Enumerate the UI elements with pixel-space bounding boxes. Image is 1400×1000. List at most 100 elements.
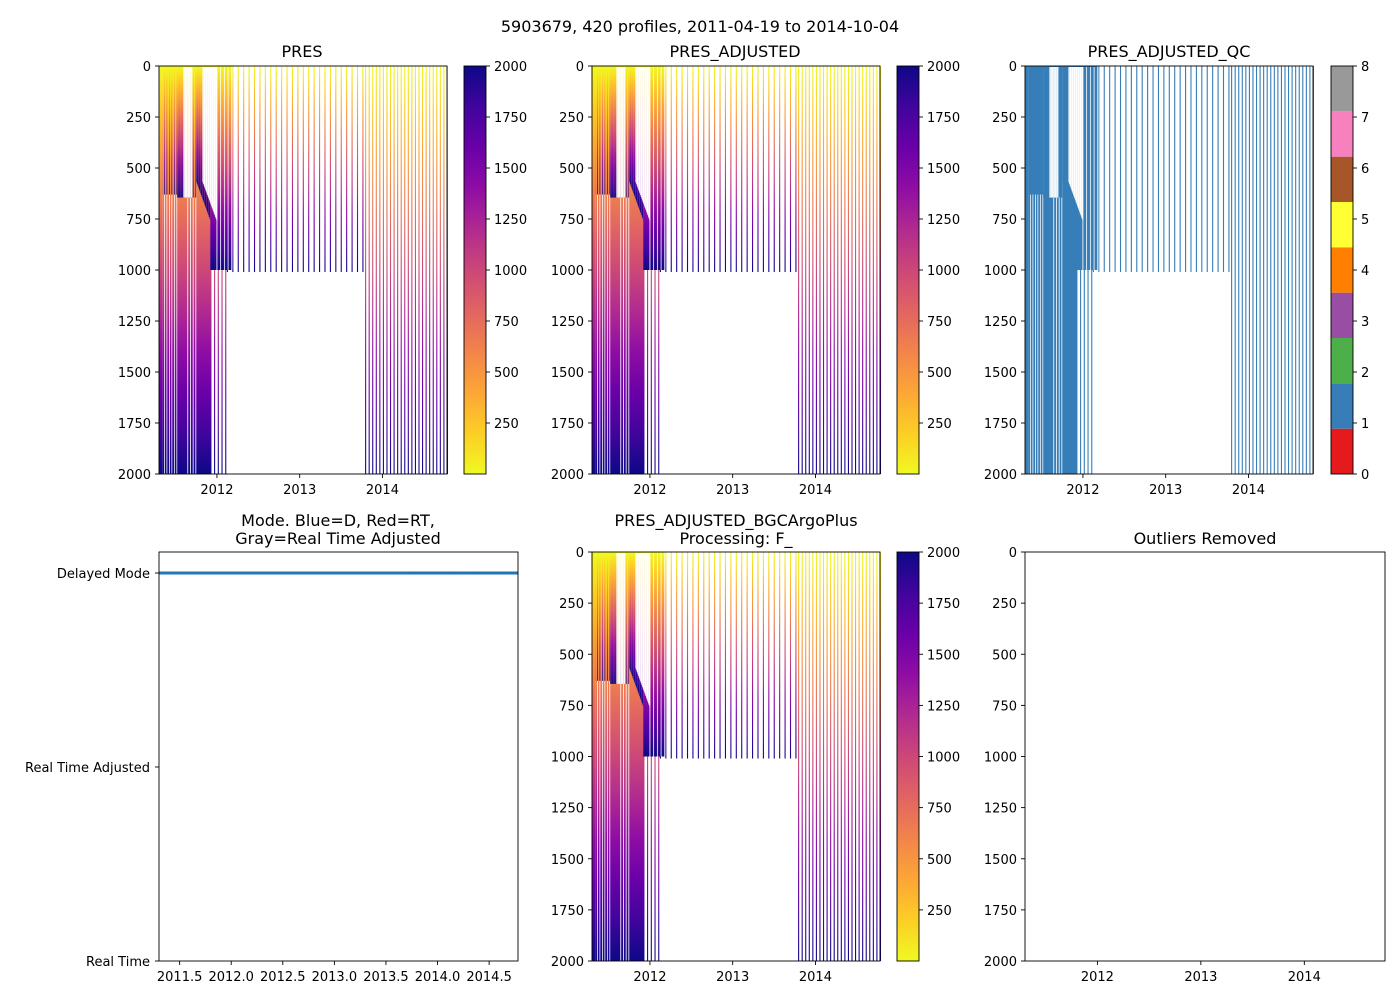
y-tick-label: 500 bbox=[992, 162, 1017, 177]
mode-point bbox=[463, 571, 466, 575]
profile-line bbox=[1228, 66, 1230, 273]
profile-line bbox=[611, 66, 613, 474]
profile-gap bbox=[1070, 67, 1072, 188]
profile-line bbox=[1302, 66, 1304, 474]
mode-point bbox=[453, 571, 457, 575]
profile-line bbox=[1163, 66, 1165, 273]
profile-gap bbox=[1081, 67, 1083, 219]
profile-line bbox=[1098, 66, 1100, 273]
profile-line bbox=[822, 66, 825, 474]
panel-title: PRES_ADJUSTED_BGCArgoPlus bbox=[614, 511, 857, 531]
profile-line bbox=[812, 552, 814, 961]
profile-line bbox=[762, 66, 764, 273]
mode-point bbox=[424, 571, 427, 575]
profile-line bbox=[639, 66, 641, 474]
mode-point bbox=[496, 571, 499, 575]
profile-gap bbox=[188, 67, 190, 198]
profile-line bbox=[830, 66, 832, 474]
profile-line bbox=[169, 66, 172, 474]
profile-gap bbox=[1053, 67, 1054, 198]
panel-title: PRES_ADJUSTED_QC bbox=[1088, 42, 1251, 62]
x-tick-label: 2013 bbox=[1184, 970, 1217, 985]
profile-line bbox=[207, 66, 209, 474]
profile-line bbox=[610, 552, 612, 961]
profile-line bbox=[879, 66, 882, 474]
profile-line bbox=[633, 552, 635, 961]
colorbar-segment bbox=[1331, 111, 1353, 157]
profile-line bbox=[746, 552, 748, 759]
panel-pres: PRES 0 250 500 750 1000 1250 1500 1750 2000 2012 2… bbox=[118, 42, 527, 498]
profile-line bbox=[199, 66, 201, 474]
profile-gap bbox=[1054, 67, 1056, 198]
colorbar-segment bbox=[1331, 338, 1353, 384]
profile-line bbox=[237, 66, 239, 273]
mode-point bbox=[511, 571, 514, 575]
colorbar-tick-label: 6 bbox=[1361, 162, 1369, 177]
profile-line bbox=[397, 66, 399, 474]
panel-outliers: Outliers Removed 0 250 500 750 1000 1250 1500 1… bbox=[984, 529, 1386, 985]
profile-line bbox=[855, 552, 857, 961]
profile-line bbox=[634, 552, 636, 961]
mode-point bbox=[414, 571, 418, 575]
y-tick-label: 1500 bbox=[984, 366, 1017, 381]
profile-line bbox=[640, 552, 642, 961]
profile-line bbox=[833, 66, 835, 474]
profile-line bbox=[833, 552, 835, 961]
profile-gap bbox=[207, 67, 208, 196]
mode-point bbox=[478, 571, 481, 575]
profile-gap bbox=[618, 553, 620, 684]
profile-gap bbox=[653, 67, 655, 270]
colorbar-segment bbox=[1331, 202, 1353, 248]
profile-line bbox=[1152, 66, 1154, 273]
profile-gap bbox=[624, 553, 626, 684]
profile-line bbox=[425, 66, 427, 474]
profile-line bbox=[642, 66, 644, 474]
colorbar-segment bbox=[1331, 428, 1353, 474]
profile-line bbox=[801, 552, 803, 961]
profile-line bbox=[629, 552, 632, 961]
profile-gap bbox=[616, 67, 618, 198]
x-tick-label: 2014 bbox=[799, 970, 832, 985]
profile-line bbox=[637, 66, 639, 474]
y-tick-label: 1500 bbox=[551, 853, 584, 868]
colorbar-segment bbox=[1331, 292, 1353, 338]
profile-line bbox=[253, 66, 256, 273]
profile-gap bbox=[639, 67, 641, 194]
mode-point bbox=[435, 571, 438, 575]
profile-gap bbox=[623, 553, 625, 684]
profile-line bbox=[633, 552, 635, 961]
profile-gap bbox=[1077, 67, 1078, 206]
profile-gap bbox=[617, 67, 618, 198]
profile-gap bbox=[1068, 67, 1070, 183]
profile-line bbox=[638, 552, 640, 961]
profile-line bbox=[1141, 66, 1143, 273]
profile-line bbox=[618, 66, 621, 474]
profile-line bbox=[876, 552, 878, 961]
x-tick-label: 2012 bbox=[200, 483, 233, 498]
profile-line bbox=[1295, 66, 1297, 474]
mode-point bbox=[500, 571, 503, 575]
y-tick-label: 1500 bbox=[551, 366, 584, 381]
x-tick-label: 2012 bbox=[633, 970, 666, 985]
profile-line bbox=[1030, 66, 1033, 474]
profile-line bbox=[411, 66, 413, 474]
profile-line bbox=[724, 66, 727, 273]
profile-gap bbox=[1071, 67, 1072, 190]
mode-point bbox=[491, 571, 494, 575]
profile-gap bbox=[640, 553, 641, 682]
profile-gap bbox=[1069, 67, 1070, 185]
colorbar-segment bbox=[1331, 383, 1353, 429]
profile-line bbox=[741, 66, 743, 273]
profile-line bbox=[264, 66, 266, 273]
figure-title: 5903679, 420 profiles, 2011-04-19 to 201… bbox=[501, 17, 899, 36]
profile-gap bbox=[1049, 67, 1051, 198]
profile-gap bbox=[1082, 67, 1084, 270]
profile-line bbox=[1241, 66, 1243, 474]
profile-line bbox=[400, 66, 402, 474]
colorbar-tick-label: 500 bbox=[927, 366, 952, 381]
profile-line bbox=[1047, 66, 1049, 474]
profile-line bbox=[730, 66, 732, 273]
profile-line bbox=[789, 66, 792, 273]
colorbar-tick-label: 4 bbox=[1361, 264, 1369, 279]
profile-line bbox=[670, 66, 672, 273]
